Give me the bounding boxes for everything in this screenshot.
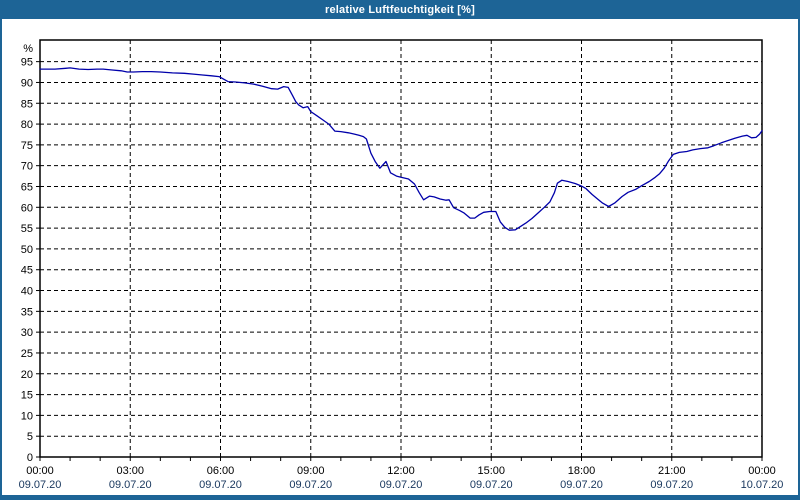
svg-text:00:00: 00:00 — [748, 465, 776, 477]
svg-text:09.07.20: 09.07.20 — [650, 479, 693, 491]
svg-text:35: 35 — [21, 306, 33, 318]
svg-text:09.07.20: 09.07.20 — [380, 479, 423, 491]
svg-text:85: 85 — [21, 98, 33, 110]
svg-text:18:00: 18:00 — [568, 465, 596, 477]
svg-text:90: 90 — [21, 77, 33, 89]
svg-text:09.07.20: 09.07.20 — [470, 479, 513, 491]
svg-text:95: 95 — [21, 57, 33, 69]
svg-text:09.07.20: 09.07.20 — [109, 479, 152, 491]
svg-text:70: 70 — [21, 161, 33, 173]
svg-text:45: 45 — [21, 265, 33, 277]
svg-text:20: 20 — [21, 369, 33, 381]
svg-text:00:00: 00:00 — [26, 465, 54, 477]
y-axis-labels: 0 5 10 15 20 25 30 35 40 45 50 55 60 65 70 75 80 85 90 95 — [21, 57, 40, 464]
x-axis-ticks — [39, 457, 763, 461]
svg-text:09:00: 09:00 — [297, 465, 325, 477]
svg-text:30: 30 — [21, 327, 33, 339]
svg-text:60: 60 — [21, 202, 33, 214]
window-border-bottom — [0, 495, 800, 500]
svg-text:50: 50 — [21, 244, 33, 256]
svg-text:10.07.20: 10.07.20 — [741, 479, 784, 491]
svg-text:09.07.20: 09.07.20 — [289, 479, 332, 491]
svg-text:09.07.20: 09.07.20 — [19, 479, 62, 491]
svg-text:09.07.20: 09.07.20 — [560, 479, 603, 491]
svg-text:12:00: 12:00 — [387, 465, 415, 477]
svg-text:80: 80 — [21, 119, 33, 131]
svg-text:06:00: 06:00 — [207, 465, 235, 477]
svg-text:10: 10 — [21, 410, 33, 422]
svg-text:65: 65 — [21, 181, 33, 193]
svg-text:15: 15 — [21, 390, 33, 402]
svg-text:5: 5 — [27, 431, 33, 443]
window-title: relative Luftfeuchtigkeit [%] — [324, 3, 476, 16]
window-border-left — [0, 0, 2, 500]
svg-text:55: 55 — [21, 223, 33, 235]
svg-text:0: 0 — [27, 452, 33, 464]
svg-text:09.07.20: 09.07.20 — [199, 479, 242, 491]
svg-text:03:00: 03:00 — [116, 465, 144, 477]
svg-text:21:00: 21:00 — [658, 465, 686, 477]
window-border-right — [798, 0, 800, 500]
svg-text:40: 40 — [21, 286, 33, 298]
y-axis-unit-label: % — [23, 43, 33, 55]
svg-text:25: 25 — [21, 348, 33, 360]
window-titlebar: relative Luftfeuchtigkeit [%] — [0, 0, 800, 19]
svg-text:15:00: 15:00 — [477, 465, 505, 477]
x-axis-labels: 00:00 09.07.20 03:00 09.07.20 06:00 09.07.20 0… — [19, 465, 784, 491]
svg-text:75: 75 — [21, 140, 33, 152]
series-line — [39, 67, 763, 231]
